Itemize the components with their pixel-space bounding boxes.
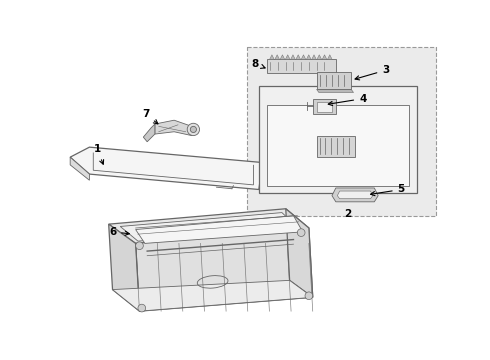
Polygon shape bbox=[70, 157, 89, 180]
Polygon shape bbox=[143, 124, 155, 142]
Polygon shape bbox=[280, 55, 285, 59]
Polygon shape bbox=[136, 228, 313, 311]
Polygon shape bbox=[109, 224, 140, 311]
Polygon shape bbox=[109, 209, 309, 243]
Circle shape bbox=[297, 229, 305, 237]
Text: 6: 6 bbox=[109, 227, 129, 237]
Bar bbox=[317, 136, 355, 157]
Bar bbox=[267, 59, 336, 73]
Bar bbox=[317, 72, 351, 89]
Polygon shape bbox=[296, 55, 300, 59]
Polygon shape bbox=[337, 191, 373, 199]
Text: 2: 2 bbox=[344, 209, 351, 219]
Polygon shape bbox=[259, 86, 416, 193]
Polygon shape bbox=[312, 55, 317, 59]
Polygon shape bbox=[327, 55, 332, 59]
Circle shape bbox=[136, 242, 144, 249]
Bar bbox=[317, 103, 332, 112]
Polygon shape bbox=[113, 280, 313, 311]
Polygon shape bbox=[120, 213, 300, 241]
Polygon shape bbox=[332, 188, 378, 202]
Bar bbox=[247, 47, 436, 216]
Bar bbox=[313, 99, 336, 114]
Text: 7: 7 bbox=[142, 109, 158, 124]
Polygon shape bbox=[291, 55, 295, 59]
Polygon shape bbox=[317, 55, 321, 59]
Circle shape bbox=[305, 292, 313, 300]
Polygon shape bbox=[285, 55, 290, 59]
Polygon shape bbox=[270, 55, 274, 59]
Circle shape bbox=[190, 126, 196, 132]
Circle shape bbox=[138, 304, 146, 312]
Polygon shape bbox=[317, 89, 354, 93]
Text: 8: 8 bbox=[251, 59, 265, 69]
Polygon shape bbox=[267, 105, 409, 186]
Text: 3: 3 bbox=[355, 65, 390, 80]
Text: 5: 5 bbox=[370, 184, 405, 196]
Polygon shape bbox=[306, 55, 311, 59]
Polygon shape bbox=[70, 147, 263, 189]
Circle shape bbox=[187, 123, 199, 136]
Polygon shape bbox=[275, 55, 279, 59]
Polygon shape bbox=[301, 55, 306, 59]
Polygon shape bbox=[136, 216, 303, 243]
Polygon shape bbox=[322, 55, 327, 59]
Polygon shape bbox=[155, 120, 192, 136]
Text: 4: 4 bbox=[328, 94, 367, 105]
Text: 1: 1 bbox=[94, 144, 103, 164]
Polygon shape bbox=[286, 209, 313, 297]
